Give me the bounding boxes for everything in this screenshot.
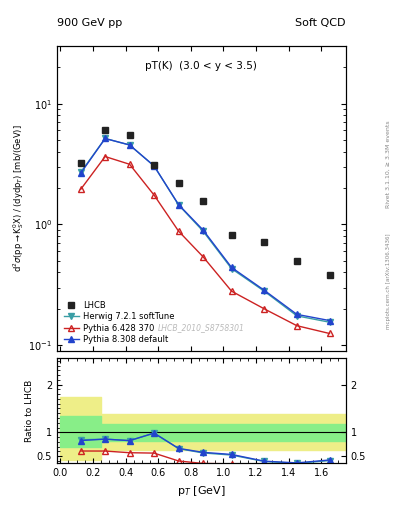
Text: Soft QCD: Soft QCD (296, 18, 346, 28)
Y-axis label: d$^{2}\sigma$(pp$\rightarrow$K$^{0}_{S}$X) / (dydp$_{T}$) [mb/(GeV)]: d$^{2}\sigma$(pp$\rightarrow$K$^{0}_{S}$… (11, 124, 26, 272)
Y-axis label: Ratio to LHCB: Ratio to LHCB (25, 380, 34, 442)
Text: LHCB_2010_S8758301: LHCB_2010_S8758301 (158, 324, 245, 332)
X-axis label: p$_{T}$ [GeV]: p$_{T}$ [GeV] (177, 484, 226, 498)
Text: 900 GeV pp: 900 GeV pp (57, 18, 122, 28)
Legend: LHCB, Herwig 7.2.1 softTune, Pythia 6.428 370, Pythia 8.308 default: LHCB, Herwig 7.2.1 softTune, Pythia 6.42… (61, 298, 177, 347)
Text: Rivet 3.1.10, ≥ 3.3M events: Rivet 3.1.10, ≥ 3.3M events (386, 120, 391, 208)
Text: mcplots.cern.ch [arXiv:1306.3436]: mcplots.cern.ch [arXiv:1306.3436] (386, 234, 391, 329)
Text: pT(K)  (3.0 < y < 3.5): pT(K) (3.0 < y < 3.5) (145, 61, 257, 71)
